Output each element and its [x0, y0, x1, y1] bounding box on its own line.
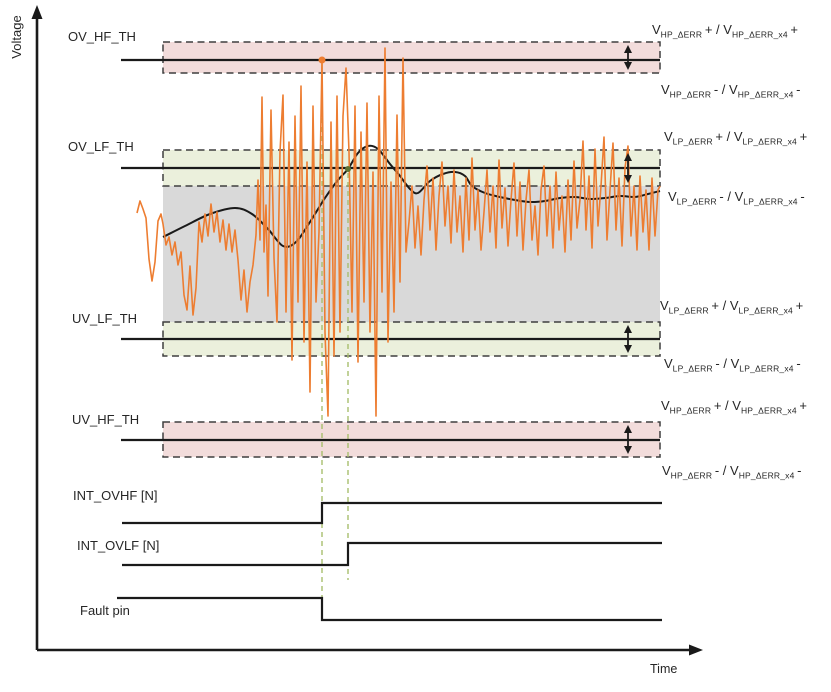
tolerance-text: +: [787, 22, 799, 37]
tolerance-text: V: [652, 22, 661, 37]
tolerance-label-8: VHP_ΔERR - / VHP_ΔERR_x4 -: [662, 463, 802, 484]
digital-trace-2: [122, 541, 662, 567]
x-axis-arrowhead: [689, 644, 703, 656]
tolerance-subscript: HP_ΔERR_x4: [740, 405, 797, 416]
monitored-voltage-noisy: [136, 47, 661, 417]
digital-trace-1: [122, 501, 662, 525]
tolerance-text: -: [793, 356, 801, 371]
tolerance-text: - /: [712, 356, 731, 371]
tolerance-label-6: VLP_ΔERR - / VLP_ΔERR_x4 -: [664, 356, 801, 377]
uv-hf-th-label: UV_HF_TH: [72, 412, 140, 427]
tolerance-text: + /: [711, 398, 733, 413]
tolerance-text: +: [796, 129, 808, 144]
tolerance-text: V: [730, 463, 739, 478]
uv_hf-tolerance-arrowhead-down: [624, 446, 632, 454]
ov_hf-tolerance-band: [162, 41, 661, 74]
tolerance-text: + /: [702, 22, 724, 37]
tolerance-subscript: HP_ΔERR: [670, 470, 713, 481]
tolerance-label-1: VHP_ΔERR + / VHP_ΔERR_x4 +: [652, 22, 798, 43]
tolerance-text: V: [660, 298, 669, 313]
threshold-crossing-dot-1: [318, 56, 326, 64]
tolerance-subscript: LP_ΔERR_x4: [742, 136, 797, 147]
uv_hf-tolerance-arrowhead-up: [624, 425, 632, 433]
tolerance-text: - /: [711, 82, 730, 97]
tolerance-subscript: LP_ΔERR: [672, 363, 713, 374]
tolerance-subscript: HP_ΔERR: [669, 89, 712, 100]
tolerance-text: - /: [712, 463, 731, 478]
tolerance-text: V: [661, 82, 670, 97]
tolerance-text: -: [793, 82, 801, 97]
ov_hf-tolerance-arrowhead-up: [624, 45, 632, 53]
tolerance-text: V: [664, 129, 673, 144]
tolerance-subscript: LP_ΔERR: [672, 136, 713, 147]
ov_hf-tolerance-arrowhead-down: [624, 62, 632, 70]
tolerance-text: -: [794, 463, 802, 478]
tolerance-text: + /: [712, 129, 734, 144]
tolerance-text: V: [664, 356, 673, 371]
tolerance-text: V: [729, 82, 738, 97]
tolerance-text: V: [668, 189, 677, 204]
tolerance-label-2: VHP_ΔERR - / VHP_ΔERR_x4 -: [661, 82, 801, 103]
digital-trace-3: [117, 596, 662, 622]
tolerance-text: V: [734, 189, 744, 204]
tolerance-subscript: LP_ΔERR_x4: [739, 363, 794, 374]
tolerance-text: V: [733, 129, 743, 144]
tolerance-subscript: HP_ΔERR: [660, 29, 703, 40]
ov_lf-tolerance-arrowhead-down: [624, 175, 632, 183]
tolerance-subscript: HP_ΔERR_x4: [731, 29, 788, 40]
tolerance-text: V: [730, 356, 740, 371]
tolerance-subscript: LP_ΔERR_x4: [738, 305, 793, 316]
tolerance-label-5: VLP_ΔERR + / VLP_ΔERR_x4 +: [660, 298, 803, 319]
tolerance-text: V: [732, 398, 741, 413]
tolerance-subscript: HP_ΔERR: [669, 405, 712, 416]
ov-hf-th-label: OV_HF_TH: [68, 29, 136, 44]
tolerance-text: +: [796, 398, 808, 413]
uv_lf-tolerance-arrowhead-down: [624, 345, 632, 353]
int-ovhf-label: INT_OVHF [N]: [73, 488, 158, 503]
tolerance-text: V: [662, 463, 671, 478]
tolerance-text: +: [792, 298, 804, 313]
tolerance-label-3: VLP_ΔERR + / VLP_ΔERR_x4 +: [664, 129, 807, 150]
uv_lf-tolerance-arrowhead-up: [624, 325, 632, 333]
tolerance-label-4: VLP_ΔERR - / VLP_ΔERR_x4 -: [668, 189, 805, 210]
tolerance-text: V: [723, 22, 732, 37]
y-axis-label: Voltage: [9, 15, 24, 59]
tolerance-text: -: [797, 189, 805, 204]
tolerance-subscript: LP_ΔERR_x4: [743, 196, 798, 207]
ov-lf-th-label: OV_LF_TH: [68, 139, 134, 154]
tolerance-text: + /: [708, 298, 730, 313]
tolerance-subscript: HP_ΔERR_x4: [737, 89, 794, 100]
int-ovlf-label: INT_OVLF [N]: [77, 538, 160, 553]
tolerance-text: V: [661, 398, 670, 413]
tolerance-text: V: [729, 298, 739, 313]
tolerance-subscript: HP_ΔERR_x4: [738, 470, 795, 481]
threshold-crossing-dot-2: [345, 166, 351, 172]
tolerance-text: - /: [716, 189, 735, 204]
ov_lf-tolerance-arrowhead-up: [624, 153, 632, 161]
uv-lf-th-label: UV_LF_TH: [72, 311, 138, 326]
x-axis-label: Time: [650, 662, 678, 676]
y-axis-arrowhead: [31, 5, 43, 19]
tolerance-subscript: LP_ΔERR: [676, 196, 717, 207]
tolerance-label-7: VHP_ΔERR + / VHP_ΔERR_x4 +: [661, 398, 807, 419]
tolerance-subscript: LP_ΔERR: [668, 305, 709, 316]
fault-pin-label: Fault pin: [80, 603, 130, 618]
